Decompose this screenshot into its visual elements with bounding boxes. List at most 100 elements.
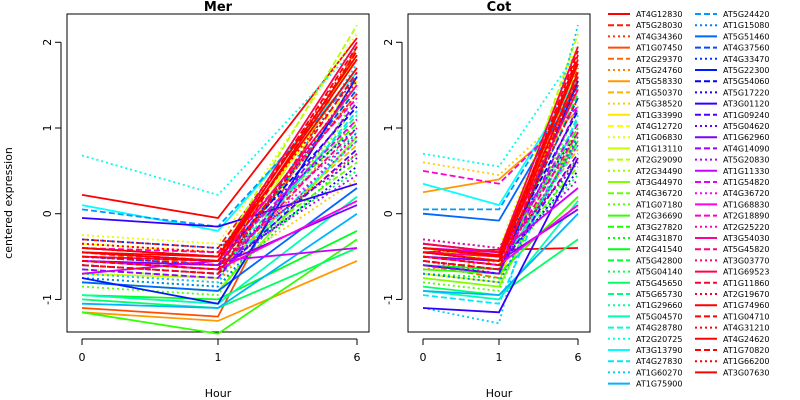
cot-series-line [422, 63, 579, 258]
legend-label: AT1G62960 [723, 133, 769, 142]
legend-label: AT1G75900 [636, 380, 682, 389]
legend-label: AT1G13110 [636, 144, 682, 153]
legend-label: AT1G54820 [723, 178, 769, 187]
legend-label: AT1G15080 [723, 21, 769, 30]
cot-series-line [422, 54, 579, 267]
legend-label: AT2G18890 [723, 212, 769, 221]
legend-label: AT5G45650 [636, 279, 682, 288]
panel-cot-frame [407, 13, 591, 333]
cot-y-tick-label: -1 [382, 294, 395, 305]
mer-y-tick-label: 2 [41, 39, 54, 46]
legend-label: AT5G45820 [723, 245, 769, 254]
cot-series-line [422, 24, 579, 325]
mer-x-tick-label: 6 [354, 351, 361, 364]
legend-label: AT5G17220 [723, 88, 769, 97]
legend-label: AT3G13790 [636, 346, 682, 355]
mer-series-line [81, 97, 358, 297]
mer-series-line [81, 127, 358, 271]
cot-y-tick-label: 1 [382, 125, 395, 132]
mer-series-line [81, 93, 358, 267]
mer-series-line [81, 45, 358, 196]
legend-label: AT1G66200 [723, 357, 769, 366]
panel-cot: Cot Hour 0 1 6 -1 0 1 2 [382, 0, 591, 400]
mer-series-line [81, 260, 358, 322]
mer-series-line [81, 212, 358, 309]
mer-series-line [81, 187, 358, 292]
cot-series-line [422, 110, 579, 258]
legend-label: AT4G33470 [723, 55, 769, 64]
mer-series-line [81, 135, 358, 254]
legend-label: AT3G54030 [723, 234, 769, 243]
mer-series-line [81, 101, 358, 279]
legend-label: AT1G11330 [723, 167, 769, 176]
legend-label: AT1G04710 [723, 312, 769, 321]
cot-x-tick-label: 6 [575, 351, 582, 364]
cot-series-line [422, 106, 579, 275]
legend-label: AT5G51460 [723, 32, 769, 41]
legend-label: AT5G24760 [636, 66, 682, 75]
cot-y-tick-label: 2 [382, 39, 395, 46]
legend-label: AT4G36720 [636, 189, 682, 198]
cot-series-line [422, 213, 579, 297]
legend-label: AT4G34360 [636, 32, 682, 41]
legend-label: AT1G70820 [723, 346, 769, 355]
panel-mer: Mer Hour 0 1 6 -1 0 1 2 [41, 0, 370, 400]
legend-label: AT4G14090 [723, 144, 769, 153]
legend-label: AT1G09240 [723, 111, 769, 120]
mer-series-line [81, 63, 358, 284]
legend-label: AT2G19670 [723, 290, 769, 299]
legend-label: AT5G22300 [723, 66, 769, 75]
cot-series-line [422, 101, 579, 177]
mer-y-tick-label: 0 [41, 210, 54, 217]
panel-cot-title: Cot [487, 0, 512, 15]
mer-x-tick-label: 1 [215, 351, 222, 364]
mer-series-line [81, 71, 358, 275]
legend-label: AT3G03770 [723, 256, 769, 265]
legend-label: AT5G04140 [636, 268, 682, 277]
cot-series-line [422, 59, 579, 256]
legend-label: AT5G58330 [636, 77, 682, 86]
legend-label: AT4G24620 [723, 335, 769, 344]
legend-label: AT2G36690 [636, 212, 682, 221]
legend-label: AT5G54060 [723, 77, 769, 86]
legend-label: AT1G11860 [723, 279, 769, 288]
mer-series-line [81, 230, 358, 301]
cot-series-line [422, 157, 579, 279]
mer-series-line [81, 182, 358, 228]
cot-series-line [422, 84, 579, 271]
mer-series-line [81, 54, 358, 258]
legend-label: AT5G65730 [636, 290, 682, 299]
cot-series-line [422, 54, 579, 275]
mer-series-line [81, 37, 358, 219]
mer-series-line [81, 131, 358, 288]
legend-label: AT5G04620 [723, 122, 769, 131]
legend-label: AT5G38520 [636, 100, 682, 109]
y-axis-label: centered expression [2, 147, 15, 259]
legend-label: AT4G12720 [636, 122, 682, 131]
legend-label: AT3G44970 [636, 178, 682, 187]
legend-label: AT1G07450 [636, 44, 682, 53]
legend-label: AT4G31210 [723, 324, 769, 333]
legend-label: AT4G31870 [636, 234, 682, 243]
legend-label: AT5G28030 [636, 21, 682, 30]
legend-label: AT4G36720 [723, 189, 769, 198]
cot-x-tick-label: 0 [420, 351, 427, 364]
panel-mer-x-axis-label: Hour [205, 387, 232, 400]
legend-label: AT2G25220 [723, 223, 769, 232]
cot-series-line [422, 140, 579, 249]
legend-label: AT1G60270 [636, 368, 682, 377]
legend-label: AT1G06830 [636, 133, 682, 142]
legend: AT4G12830 AT5G28030 AT4G34360 AT1G07450 AT2G… [608, 10, 769, 389]
legend-label: AT1G68830 [723, 200, 769, 209]
legend-label: AT5G20830 [723, 156, 769, 165]
legend-label: AT1G33990 [636, 111, 682, 120]
mer-series-line [81, 238, 358, 335]
mer-series-line [81, 46, 358, 262]
cot-series-line [422, 114, 579, 305]
legend-label: AT4G27830 [636, 357, 682, 366]
legend-label: AT2G20725 [636, 335, 682, 344]
cot-series-line [422, 200, 579, 301]
cot-series-line [422, 105, 579, 185]
legend-label: AT1G69523 [723, 268, 769, 277]
